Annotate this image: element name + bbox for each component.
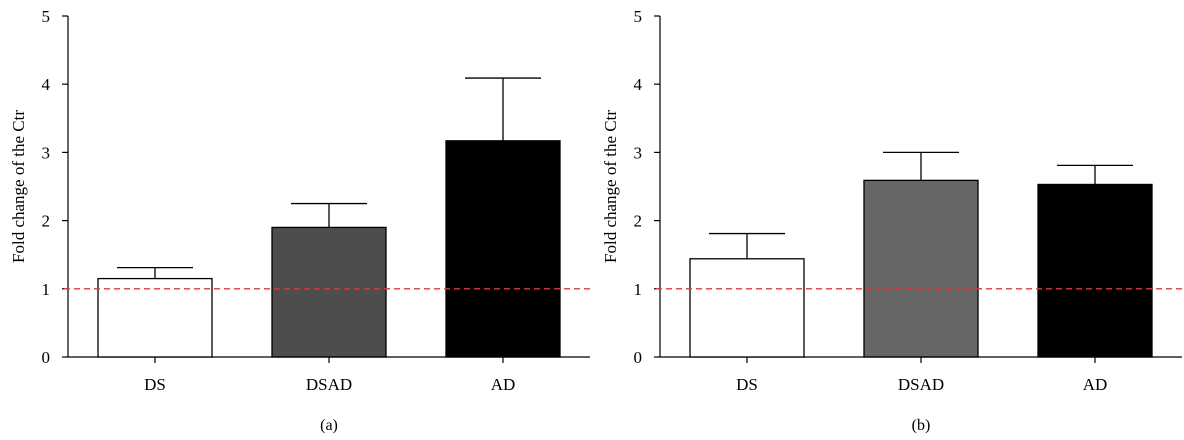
- bar-ds: [97, 277, 213, 358]
- y-tick-label: 5: [42, 7, 51, 26]
- y-tick-label: 1: [42, 280, 51, 299]
- y-tick-label: 5: [634, 7, 643, 26]
- panel-label: (a): [320, 417, 338, 434]
- x-tick-label: DS: [144, 375, 166, 394]
- chart-a-svg: 0 1 2 3 4 5 Fold change of the Ctr DS DSAD AD (a): [9, 7, 590, 434]
- bar-ds: [689, 258, 805, 358]
- y-tick-label: 4: [42, 75, 51, 94]
- x-tick-label: AD: [1083, 375, 1108, 394]
- x-tick-label: DSAD: [898, 375, 944, 394]
- y-tick-label: 0: [634, 348, 643, 367]
- y-tick-label: 0: [42, 348, 51, 367]
- chart-b-svg: 0 1 2 3 4 5 Fold change of the Ctr DS DSAD AD (b): [601, 7, 1182, 434]
- panel-label: (b): [912, 417, 931, 434]
- x-tick-label: DSAD: [306, 375, 352, 394]
- y-tick-label: 1: [634, 280, 643, 299]
- y-axis-label: Fold change of the Ctr: [601, 110, 620, 263]
- y-tick-label: 2: [42, 212, 51, 231]
- bar-dsad: [863, 179, 979, 358]
- bar-ad: [1037, 183, 1153, 358]
- y-tick-label: 4: [634, 75, 643, 94]
- x-tick-label: DS: [736, 375, 758, 394]
- chart-panel-a: 0 1 2 3 4 5 Fold change of the Ctr DS DSAD AD (a): [9, 7, 590, 434]
- bar-dsad: [271, 226, 387, 358]
- y-axis-label: Fold change of the Ctr: [9, 110, 28, 263]
- y-tick-label: 2: [634, 212, 643, 231]
- bar-ad: [445, 140, 561, 358]
- chart-panel-b: 0 1 2 3 4 5 Fold change of the Ctr DS DSAD AD (b): [592, 0, 1184, 440]
- y-tick-label: 3: [42, 143, 51, 162]
- x-tick-label: AD: [491, 375, 516, 394]
- y-tick-label: 3: [634, 143, 643, 162]
